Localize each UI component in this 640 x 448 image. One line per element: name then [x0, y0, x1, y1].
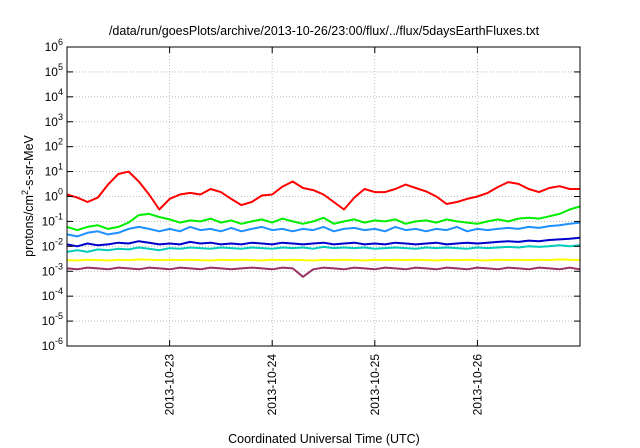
series-line-4 [66, 236, 581, 248]
y-tick-label: 104 [45, 87, 63, 104]
series-line-7 [66, 266, 581, 278]
y-tick-label: 101 [45, 162, 63, 179]
y-tick-label: 10-4 [42, 286, 63, 303]
y-tick-label: 103 [45, 112, 63, 129]
x-tick-label: 2013-10-24 [265, 354, 279, 416]
y-axis-label-sup: 2 [20, 190, 30, 195]
y-axis-label: protons/cm2-s-sr-MeV [20, 134, 36, 256]
x-tick-label: 2013-10-23 [163, 354, 177, 416]
grid [67, 47, 580, 346]
x-axis-label: Coordinated Universal Time (UTC) [228, 432, 420, 446]
series-line-2 [66, 205, 581, 232]
x-tick-label: 2013-10-26 [470, 354, 484, 416]
y-tick-label: 100 [45, 187, 63, 204]
series-line-3 [66, 221, 581, 238]
series-line-1 [66, 170, 580, 211]
y-tick-label: 10-1 [42, 211, 63, 228]
y-tick-label: 10-3 [42, 261, 63, 278]
y-tick-label: 10-2 [42, 236, 63, 253]
series-line-6 [66, 258, 581, 262]
x-tick-label: 2013-10-25 [368, 354, 382, 416]
series-line-5 [66, 244, 581, 253]
chart-title: /data/run/goesPlots/archive/2013-10-26/2… [109, 24, 540, 38]
y-axis-label-prefix: protons/cm [22, 195, 36, 257]
y-tick-label: 10-5 [42, 311, 63, 328]
plot-frame [66, 46, 581, 347]
y-tick-label: 10-6 [42, 336, 63, 353]
y-tick-label: 106 [45, 37, 63, 54]
ticks-layer: 10-6 10-5 10-4 10-3 10-2 10-1 100 101 102 103 104 1… [42, 37, 580, 415]
y-axis-label-suffix: -s-sr-MeV [22, 134, 36, 190]
y-tick-label: 105 [45, 62, 63, 79]
series-layer [66, 170, 581, 278]
y-tick-label: 102 [45, 137, 63, 154]
